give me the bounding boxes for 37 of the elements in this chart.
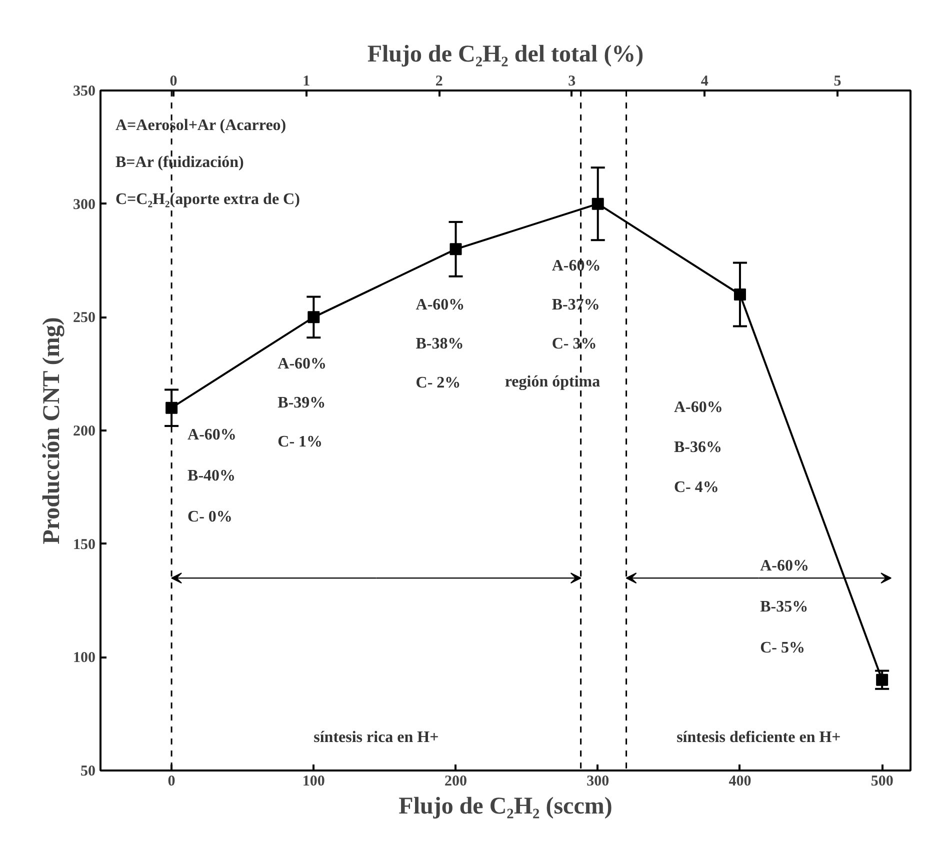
point: [450, 243, 462, 256]
text: A-60% B-38% C- 2%: [416, 296, 465, 392]
x2-axis-title: Flujo de C₂H₂ del total (%): [367, 42, 644, 68]
y-tick-label: 350: [73, 84, 96, 100]
x-tick-label: 400: [728, 774, 752, 790]
x2-tick-label: 5: [834, 74, 842, 90]
y-tick-label: 100: [73, 650, 96, 666]
annotation: síntesis deficiente en H+: [676, 729, 841, 746]
x2-tick-label: 0: [170, 74, 178, 90]
x-axis-title: Flujo de C₂H₂ (sccm): [398, 794, 612, 820]
point: [166, 402, 178, 414]
y-axis-title: Producción CNT (mg): [39, 317, 65, 544]
point: [876, 674, 888, 686]
x-tick-label: 200: [444, 774, 468, 790]
x2-tick-label: 1: [302, 74, 310, 90]
point: [734, 288, 746, 300]
text: A=Aerosol+Ar (Acarreo) B=Ar (fuidización) C=C₂H₂(aporte extra de C): [116, 117, 300, 208]
x-tick-label: 0: [168, 774, 176, 790]
y-tick-label: 200: [73, 424, 96, 440]
x2-tick-label: 3: [568, 74, 576, 90]
y-tick-label: 50: [80, 764, 96, 780]
x-tick-label: 300: [586, 774, 610, 790]
x-tick-label: 500: [870, 774, 894, 790]
y-tick-label: 150: [73, 536, 96, 553]
text: A-60% B-40% C- 0%: [188, 426, 236, 526]
annotation: síntesis rica en H+: [314, 729, 439, 746]
point: [592, 198, 604, 210]
x2-tick-label: 2: [435, 74, 443, 90]
point: [308, 311, 320, 324]
x-tick-label: 100: [302, 774, 325, 790]
y-tick-label: 250: [73, 310, 96, 326]
text: A-60% B-35% C- 5%: [760, 557, 809, 656]
text: A-60% B-37% C- 3% región óptima: [504, 257, 601, 390]
y-tick-label: 300: [73, 196, 96, 213]
x2-tick-label: 4: [700, 74, 709, 90]
text: A-60% B-39% C- 1%: [278, 356, 327, 451]
text: A-60% B-36% C- 4%: [674, 399, 723, 496]
